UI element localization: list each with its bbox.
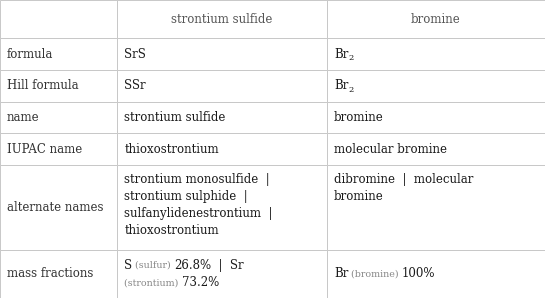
Text: alternate names: alternate names xyxy=(7,201,104,214)
Bar xyxy=(0,250,117,298)
Text: bromine: bromine xyxy=(334,111,384,124)
Text: Br: Br xyxy=(334,48,348,60)
Text: 73.2%: 73.2% xyxy=(181,276,219,289)
Bar xyxy=(0,0,117,38)
Text: 2: 2 xyxy=(348,86,354,94)
Text: |  Sr: | Sr xyxy=(211,259,244,272)
Bar xyxy=(327,133,545,165)
Text: molecular bromine: molecular bromine xyxy=(334,142,447,156)
Bar xyxy=(0,102,117,133)
Text: Hill formula: Hill formula xyxy=(7,79,78,92)
Text: name: name xyxy=(7,111,40,124)
Text: (sulfur): (sulfur) xyxy=(132,261,174,270)
Text: dibromine  |  molecular
bromine: dibromine | molecular bromine xyxy=(334,173,474,203)
Text: S: S xyxy=(124,259,132,272)
Text: SSr: SSr xyxy=(124,79,146,92)
Bar xyxy=(327,165,545,250)
Text: strontium monosulfide  |
strontium sulphide  |
sulfanylidenestrontium  |
thioxos: strontium monosulfide | strontium sulphi… xyxy=(124,173,272,237)
Bar xyxy=(117,165,327,250)
Bar xyxy=(117,102,327,133)
Text: strontium sulfide: strontium sulfide xyxy=(171,13,273,26)
Bar xyxy=(0,70,117,102)
Text: bromine: bromine xyxy=(411,13,461,26)
Bar xyxy=(117,70,327,102)
Text: 100%: 100% xyxy=(402,267,435,280)
Text: thioxostrontium: thioxostrontium xyxy=(124,142,219,156)
Bar xyxy=(0,165,117,250)
Text: mass fractions: mass fractions xyxy=(7,267,93,280)
Text: IUPAC name: IUPAC name xyxy=(7,142,82,156)
Bar xyxy=(0,133,117,165)
Bar xyxy=(117,133,327,165)
Bar xyxy=(0,38,117,70)
Text: strontium sulfide: strontium sulfide xyxy=(124,111,226,124)
Text: (bromine): (bromine) xyxy=(348,269,402,278)
Bar xyxy=(117,0,327,38)
Text: Br: Br xyxy=(334,79,348,92)
Bar xyxy=(327,250,545,298)
Bar xyxy=(117,38,327,70)
Bar xyxy=(327,102,545,133)
Bar xyxy=(327,38,545,70)
Text: 2: 2 xyxy=(348,54,354,62)
Bar xyxy=(117,250,327,298)
Text: SrS: SrS xyxy=(124,48,146,60)
Text: Br: Br xyxy=(334,267,348,280)
Text: 26.8%: 26.8% xyxy=(174,259,211,272)
Bar xyxy=(327,70,545,102)
Text: (strontium): (strontium) xyxy=(124,278,181,287)
Text: formula: formula xyxy=(7,48,53,60)
Bar xyxy=(327,0,545,38)
